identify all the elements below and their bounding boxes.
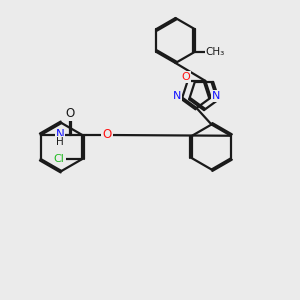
Text: Cl: Cl: [54, 154, 64, 164]
Text: N: N: [173, 91, 181, 101]
Text: CH₃: CH₃: [206, 47, 225, 57]
Text: O: O: [102, 128, 112, 142]
Text: H: H: [56, 136, 64, 147]
Text: O: O: [65, 106, 74, 120]
Text: N: N: [56, 128, 64, 142]
Text: N: N: [212, 91, 220, 101]
Text: O: O: [182, 72, 190, 82]
